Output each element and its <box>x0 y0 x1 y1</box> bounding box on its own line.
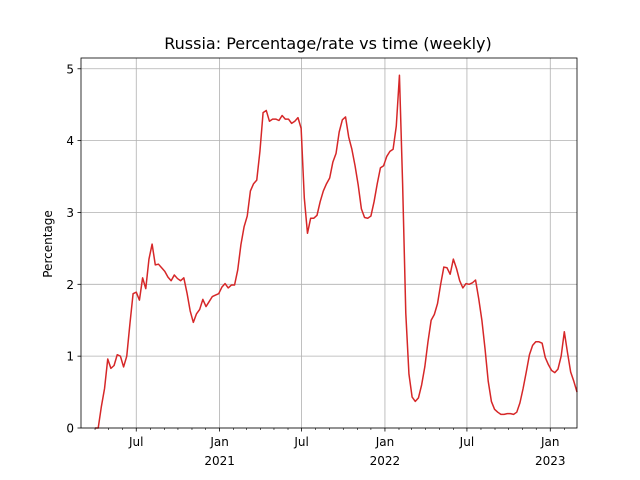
series-line <box>95 74 578 429</box>
x-tick-year-label: 2023 <box>535 454 566 468</box>
y-axis-label: Percentage <box>41 210 55 278</box>
grid <box>81 58 577 429</box>
chart-title: Russia: Percentage/rate vs time (weekly) <box>164 34 491 53</box>
y-tick-label: 1 <box>66 350 74 364</box>
y-tick-label: 2 <box>66 278 74 292</box>
x-tick-label: Jul <box>293 435 308 449</box>
x-axis: Jul Jan 2021 Jul Jan 2022 Jul Jan 2023 <box>94 428 566 468</box>
x-tick-year-label: 2022 <box>370 454 401 468</box>
y-tick-label: 0 <box>66 422 74 436</box>
x-tick-label: Jan <box>375 435 395 449</box>
x-tick-label: Jan <box>209 435 229 449</box>
y-tick-label: 5 <box>66 62 74 76</box>
y-tick-label: 4 <box>66 134 74 148</box>
y-axis: 0 1 2 3 4 5 <box>66 62 81 436</box>
x-tick-label: Jul <box>128 435 143 449</box>
x-tick-label: Jan <box>540 435 560 449</box>
y-tick-label: 3 <box>66 206 74 220</box>
series-layer <box>95 74 578 429</box>
x-tick-label: Jul <box>459 435 474 449</box>
plot-frame <box>80 57 578 429</box>
x-tick-year-label: 2021 <box>204 454 235 468</box>
